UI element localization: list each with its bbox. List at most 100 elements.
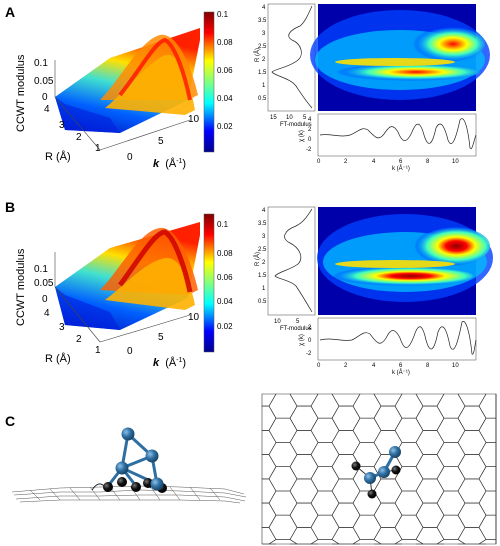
hex-cell-82 [478,514,497,540]
chi-xtick-a-3: 6 [399,159,403,165]
colorbar-b-tick-2: 0.06 [217,273,233,282]
hex-cell-73 [373,502,403,528]
hex-cell-36 [310,442,340,468]
hex-cell-56 [261,478,277,504]
hex-cell-92 [309,539,341,545]
chi-ytick-a-0: 4 [308,117,312,123]
hex-lattice [261,393,497,545]
chi-ytick-b-2: -2 [306,351,312,357]
hex-cell-11 [436,393,466,419]
colorbar-b-tick-4: 0.02 [217,322,233,331]
k-axis-label-b: k (Å-1) [153,356,186,369]
colorbar-a [203,11,215,153]
hex-cell-4 [415,393,445,407]
chi-xlabel-a: k (Å⁻¹) [392,165,410,172]
z-tick-b-0: 0.1 [34,264,48,275]
chi-xtick-b-1: 2 [344,363,348,369]
hex-cell-66 [394,490,424,516]
metal-atom-2 [115,461,129,475]
ft-xtick-a-1: 10 [286,115,293,121]
hex-cell-93 [351,539,383,545]
hex-cell-19 [457,405,487,431]
panel-b: CCWT modulus 0.1 0.05 0 4 3 2 1 R (Å) 0 … [15,206,493,376]
hex-cell-47 [457,454,487,480]
k-axis-label-a: k (Å-1) [153,157,186,170]
z-tick-a-1: 0.05 [34,76,54,87]
hex-cell-33 [457,430,487,455]
ft-ytick-b-3: 2.5 [258,247,267,253]
ft-ytick-a-3: 2.5 [258,44,267,50]
ft-xtick-b-0: 10 [274,319,281,325]
graphene-bonds [29,485,221,501]
colorbar-b-tick-1: 0.08 [217,249,233,258]
colorbar-a-tick-4: 0.02 [217,122,233,131]
chi-plot-a-frame [317,113,477,157]
hex-cell-88 [415,527,445,545]
carbon-atom-1 [103,482,113,492]
heatmap-b-peak-lower [317,266,473,286]
ft-ytick-b-1: 3.5 [258,221,267,227]
heatmap-a-peak-lower [320,63,480,81]
hex-cell-70 [261,502,277,528]
hex-cell-96 [477,539,497,545]
z-tick-b-2: 0 [42,294,48,305]
surface-ridge-front-a [105,54,195,115]
colorbar-b [203,213,215,353]
chi-curve-a [319,118,477,150]
hex-cell-89 [457,527,487,545]
hex-cell-40 [478,442,497,468]
z-tick-a-0: 0.1 [34,58,48,69]
hex-cell-84 [261,527,277,545]
hex-cell-61 [457,478,487,504]
hex-cell-94 [393,539,425,545]
ft-curve-a [271,5,313,109]
hex-cell-39 [436,442,466,468]
top-metal-1 [389,446,401,458]
hex-cell-68 [478,490,497,516]
wt-heatmap-b [317,207,493,315]
r-tick-a-3: 1 [95,143,101,154]
chi-ylabel-a: χ (k) [299,130,305,142]
hex-cell-50 [310,466,340,492]
hex-cell-7 [268,393,298,419]
hex-cell-1 [289,393,319,407]
ft-ytick-a-7: 0.5 [258,96,267,102]
panel-letter-b: B [5,199,16,215]
chi-xtick-b-0: 0 [317,363,321,369]
hex-cell-77 [268,514,298,540]
ft-xlabel-a: FT-modulus [280,122,312,128]
surface-ridge-front-b [105,257,195,310]
cluster-top [351,446,401,499]
cluster-side [103,427,167,493]
z-tick-b-1: 0.05 [34,278,54,289]
ft-ytick-a-0: 4 [262,5,266,11]
graphene-edge-2 [13,489,247,498]
chi-xlabel-b: k (Å⁻¹) [392,369,410,376]
top-carbon-2 [367,489,377,499]
hex-cell-22 [310,417,340,443]
chi-ytick-a-2: 0 [308,137,312,143]
hex-cell-17 [373,405,403,431]
surface-shadow-b [55,287,120,330]
hex-cell-21 [268,417,298,443]
k-tick-b-2: 10 [188,312,200,323]
ft-curve-b [274,208,313,313]
chi-ytick-a-3: -2 [306,147,312,153]
hex-cell-63 [268,490,298,516]
hex-cell-81 [436,514,466,540]
z-tick-a-2: 0 [42,92,48,103]
surface-shadow-a [55,97,120,133]
chi-xtick-a-1: 2 [344,159,348,165]
hex-cell-57 [289,478,319,504]
ft-ytick-a-6: 1 [262,83,266,89]
ft-ylabel-b: R (Å) [254,252,261,266]
hex-cell-42 [261,454,277,480]
chi-curve-b [319,321,477,355]
hex-cell-80 [394,514,424,540]
carbon-atom-3 [131,482,141,492]
panel-letter-c: C [5,413,16,429]
chi-xtick-a-2: 4 [372,159,376,165]
graphene-edge-3 [15,494,246,502]
chi-xtick-b-3: 6 [399,363,403,369]
